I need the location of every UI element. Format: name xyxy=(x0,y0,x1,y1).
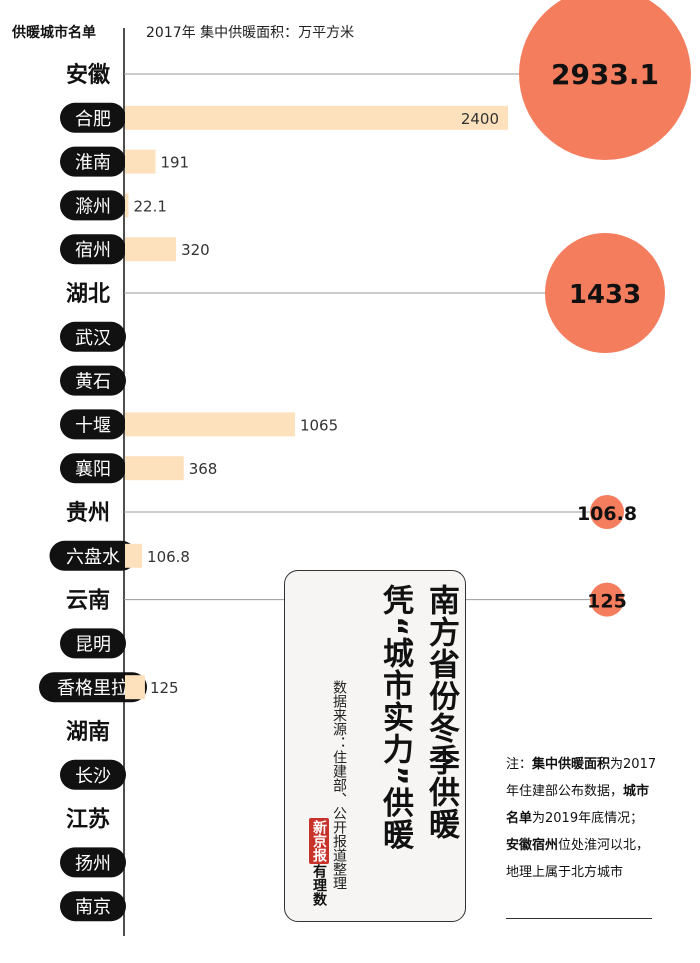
bar xyxy=(125,543,143,568)
bar-value-label: 22.1 xyxy=(134,197,167,215)
province-value-label: 106.8 xyxy=(577,503,637,525)
bar xyxy=(125,105,508,130)
note-prefix: 注： xyxy=(506,757,533,772)
province-value-label: 125 xyxy=(587,591,627,613)
bar-value-label: 2400 xyxy=(461,110,499,128)
province-label: 湖南 xyxy=(66,720,110,745)
note-text-suzhou: 位处淮河以北，地理上属于北方城市 xyxy=(506,838,650,880)
brand-logo: 新京报有理数 xyxy=(293,818,329,910)
city-label: 十堰 xyxy=(75,415,111,436)
city-pill xyxy=(60,759,126,790)
bar-value-label: 1065 xyxy=(300,416,338,434)
city-pill xyxy=(39,672,147,703)
province-label: 安徽 xyxy=(66,62,111,88)
city-pill xyxy=(49,540,137,571)
province-label: 贵州 xyxy=(66,501,110,526)
city-pill xyxy=(60,409,126,440)
city-label: 扬州 xyxy=(75,853,111,874)
city-label: 襄阳 xyxy=(75,459,111,480)
city-label: 香格里拉 xyxy=(57,678,129,699)
city-label: 长沙 xyxy=(75,766,111,787)
city-label: 六盘水 xyxy=(66,547,120,568)
province-label: 江苏 xyxy=(66,807,110,833)
city-pill xyxy=(60,234,126,265)
bar xyxy=(125,412,295,437)
city-label: 南京 xyxy=(75,897,111,918)
city-label: 昆明 xyxy=(75,634,111,655)
bar xyxy=(125,149,156,174)
chart-unit-label: 2017年 集中供暖面积：万平方米 xyxy=(146,25,355,41)
city-label: 武汉 xyxy=(75,328,111,349)
province-value-label: 2933.1 xyxy=(551,58,659,91)
bar xyxy=(125,237,177,262)
city-label: 合肥 xyxy=(75,109,111,130)
city-label: 宿州 xyxy=(75,240,111,261)
city-label: 黄石 xyxy=(75,372,111,393)
bar-value-label: 320 xyxy=(181,241,210,259)
province-value-label: 1433 xyxy=(569,280,641,310)
city-pill xyxy=(60,891,126,922)
brand-script: 有理数 xyxy=(311,864,327,906)
province-bubble xyxy=(590,495,624,529)
chart-title: 南方省份冬季供暖 凭“城市实力”供暖 xyxy=(352,584,464,914)
note-term-city-list: 城市名单 xyxy=(506,784,650,826)
city-pill xyxy=(60,321,126,352)
province-label: 云南 xyxy=(66,589,110,614)
note-term-area: 集中供暖面积 xyxy=(532,757,611,772)
bar-value-label: 191 xyxy=(160,154,189,172)
brand-seal: 新京报 xyxy=(309,818,329,864)
province-label: 湖北 xyxy=(66,282,110,307)
footnote-rule xyxy=(506,918,652,919)
bar-value-label: 106.8 xyxy=(147,548,190,566)
bar-value-label: 368 xyxy=(189,460,218,478)
note-text-area: 为2017年住建部公布数据， xyxy=(506,757,657,799)
bar xyxy=(125,193,129,218)
title-line-1: 南方省份冬季供暖 xyxy=(423,584,459,840)
note-text-city-list: 为2019年底情况； xyxy=(532,811,644,826)
bar xyxy=(125,456,184,481)
city-pill xyxy=(60,847,126,878)
province-bubble xyxy=(590,582,624,617)
bar-value-label: 125 xyxy=(150,679,179,697)
city-pill xyxy=(60,453,126,484)
bar xyxy=(125,675,145,700)
city-pill xyxy=(60,190,126,221)
city-pill xyxy=(60,365,126,396)
chart-header-label: 供暖城市名单 xyxy=(12,25,96,41)
footnote: 注：集中供暖面积为2017年住建部公布数据，城市名单为2019年底情况； 安徽宿州… xyxy=(506,751,662,886)
province-bubble xyxy=(519,0,691,160)
city-label: 滁州 xyxy=(75,196,111,217)
city-label: 淮南 xyxy=(75,153,111,174)
title-line-2: 凭“城市实力”供暖 xyxy=(377,584,413,851)
city-pill xyxy=(60,102,126,133)
city-pill xyxy=(60,146,126,177)
province-bubble xyxy=(545,233,665,353)
data-source: 数据来源：住建部、公开报道整理 xyxy=(331,680,347,890)
note-term-suzhou: 安徽宿州 xyxy=(506,838,559,853)
city-pill xyxy=(60,628,126,659)
